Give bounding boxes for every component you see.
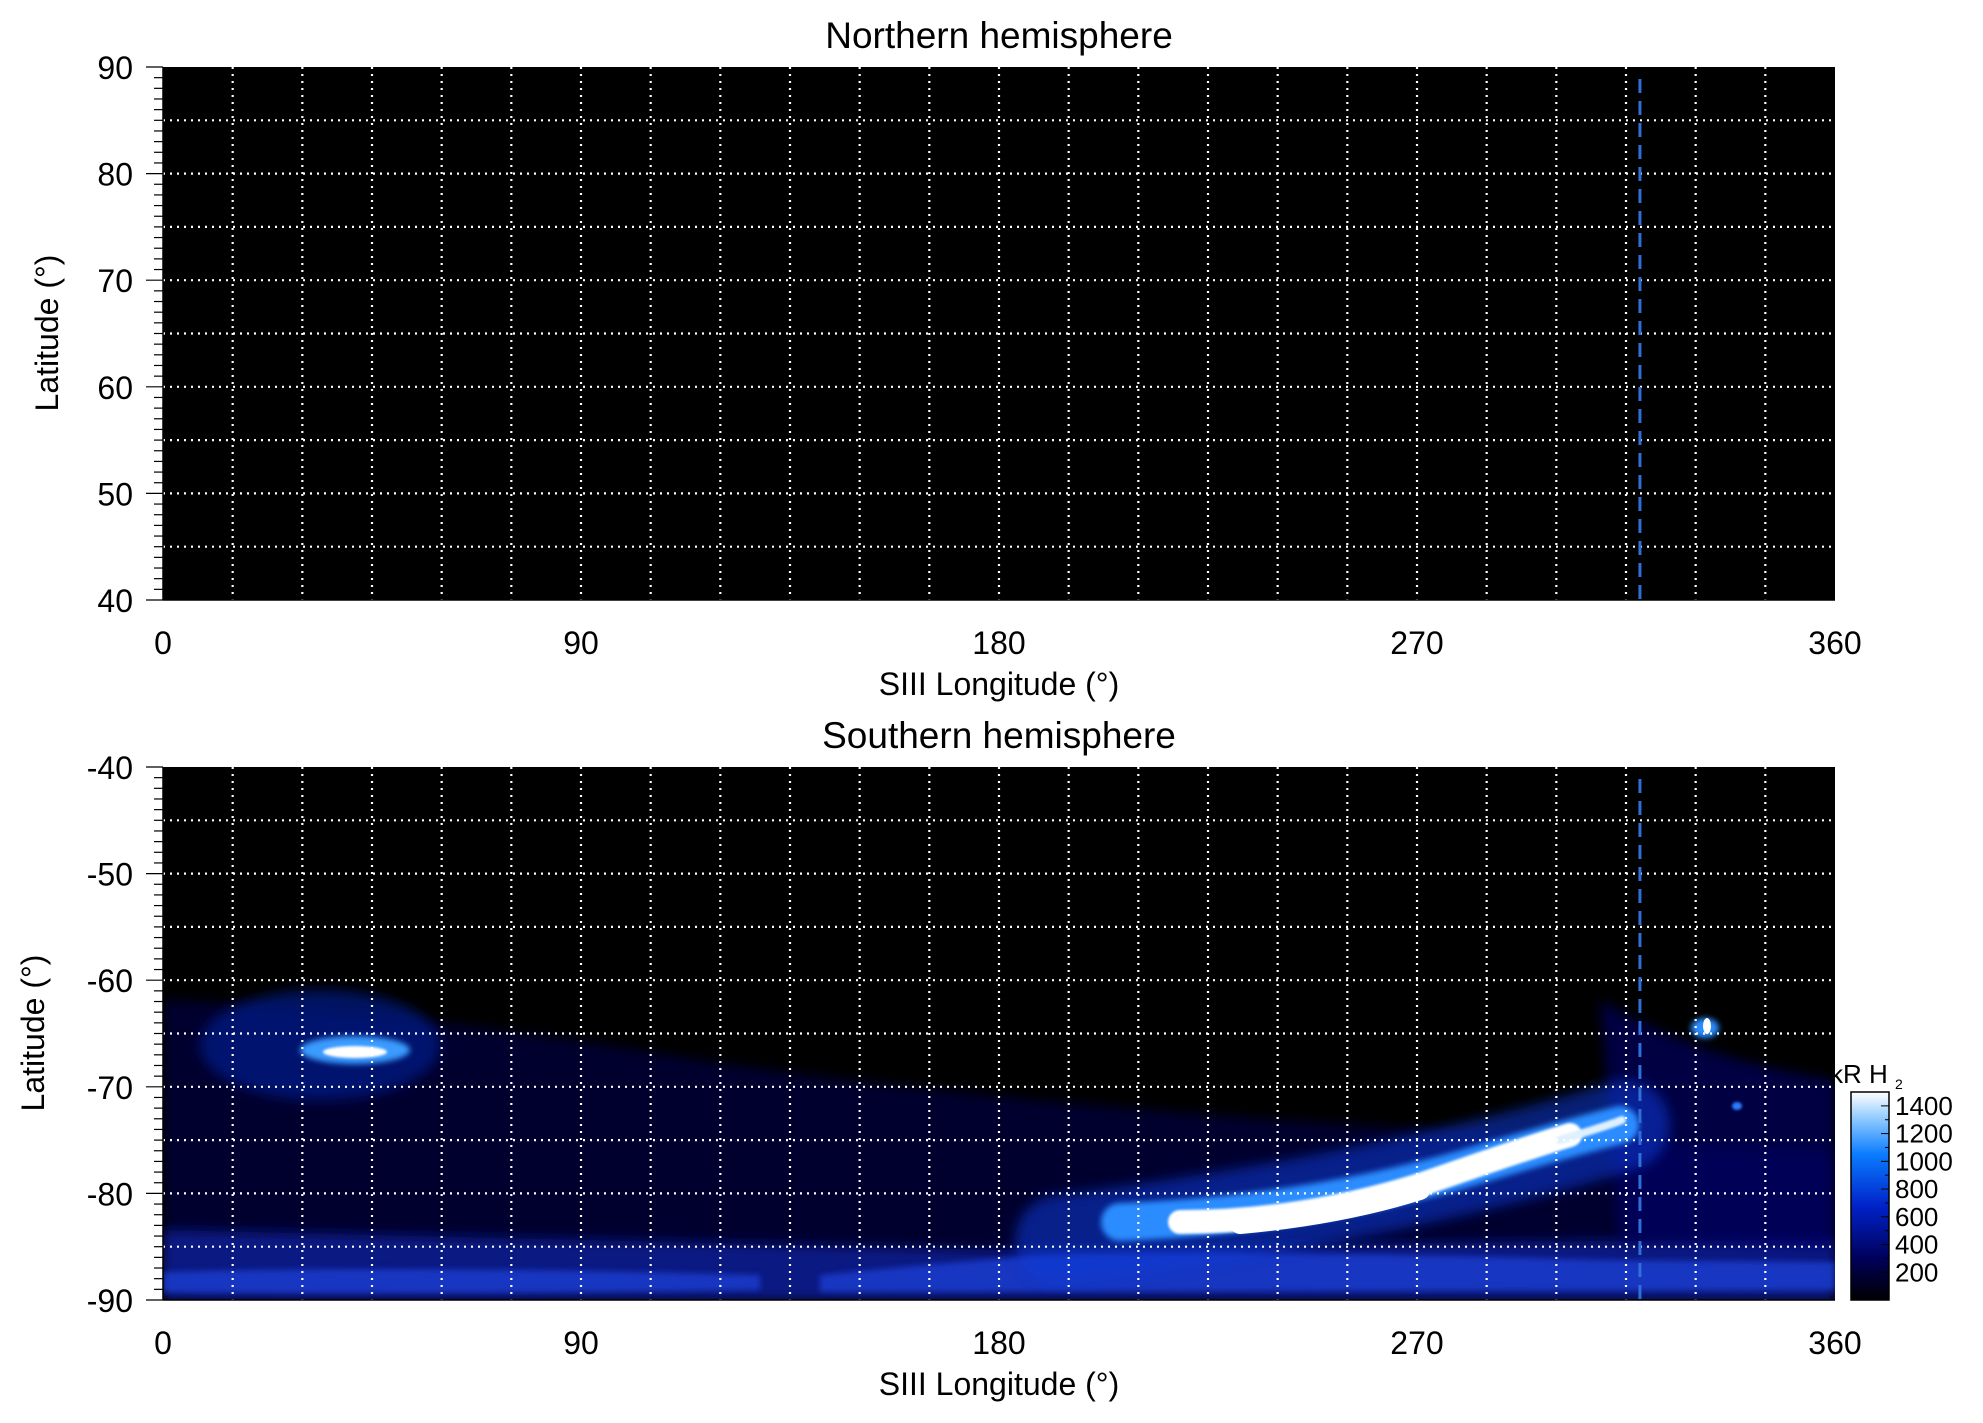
south-x-axis-label: SIII Longitude (°) [879, 1366, 1119, 1402]
right-side-glow [1600, 1000, 1835, 1250]
south-y-tick-label: -90 [87, 1283, 133, 1319]
south-x-tick-label: 360 [1808, 1325, 1861, 1361]
colorbar-label-prefix: kR H [1830, 1059, 1888, 1089]
south-y-tick-label: -70 [87, 1070, 133, 1106]
south-y-tick-label: -50 [87, 857, 133, 893]
north-x-tick-label: 0 [154, 625, 172, 661]
small-spot [1732, 1102, 1742, 1110]
north-x-tick-label: 360 [1808, 625, 1861, 661]
north-title: Northern hemisphere [825, 15, 1173, 56]
colorbar-tick-label: 200 [1895, 1257, 1938, 1287]
north-x-tick-label: 270 [1390, 625, 1443, 661]
colorbar-tick-label: 1200 [1895, 1119, 1953, 1149]
main-oval-tail [1556, 1116, 1626, 1144]
south-x-tick-label: 0 [154, 1325, 172, 1361]
south-y-axis-label: Latitude (°) [15, 955, 51, 1112]
north-y-tick-label: 90 [97, 50, 133, 86]
south-x-tick-label: 90 [563, 1325, 599, 1361]
south-panel: Southern hemisphere -90 -80 -70 [15, 715, 1862, 1402]
north-x-tick-label: 90 [563, 625, 599, 661]
right-spot-core [1703, 1018, 1711, 1034]
colorbar-tick-label: 1000 [1895, 1146, 1953, 1176]
colorbar-label-subscript: 2 [1895, 1076, 1903, 1092]
main-oval-core-highlight [1230, 1180, 1430, 1234]
south-x-tick-label: 180 [972, 1325, 1025, 1361]
south-axes: -90 -80 -70 -60 -50 -40 0 90 180 270 360 [87, 750, 1862, 1361]
north-y-tick-label: 80 [97, 157, 133, 193]
colorbar-tick-label: 400 [1895, 1230, 1938, 1260]
north-panel: Northern hemisphere 40 50 60 70 80 90 0 90 180 27… [29, 15, 1862, 702]
north-y-tick-label: 40 [97, 583, 133, 619]
north-x-tick-label: 180 [972, 625, 1025, 661]
south-x-tick-label: 270 [1390, 1325, 1443, 1361]
colorbar-tick-label: 800 [1895, 1174, 1938, 1204]
north-y-tick-label: 70 [97, 263, 133, 299]
colorbar-tick-label: 1400 [1895, 1091, 1953, 1121]
polar-band-left [163, 1269, 760, 1294]
north-x-axis-label: SIII Longitude (°) [879, 666, 1119, 702]
colorbar-gradient [1850, 1091, 1890, 1301]
colorbar-tick-label: 600 [1895, 1202, 1938, 1232]
south-grid [163, 767, 1835, 1300]
south-y-tick-label: -80 [87, 1176, 133, 1212]
north-y-axis-label: Latitude (°) [29, 255, 65, 412]
south-title: Southern hemisphere [822, 715, 1176, 756]
colorbar-label: kR H 2 [1830, 1059, 1903, 1092]
south-y-tick-label: -40 [87, 750, 133, 786]
south-y-tick-label: -60 [87, 963, 133, 999]
north-y-tick-label: 60 [97, 370, 133, 406]
north-y-tick-label: 50 [97, 476, 133, 512]
north-grid [163, 67, 1835, 600]
north-axes: 40 50 60 70 80 90 0 90 180 270 360 [97, 50, 1861, 661]
left-spot-bright [323, 1046, 387, 1058]
